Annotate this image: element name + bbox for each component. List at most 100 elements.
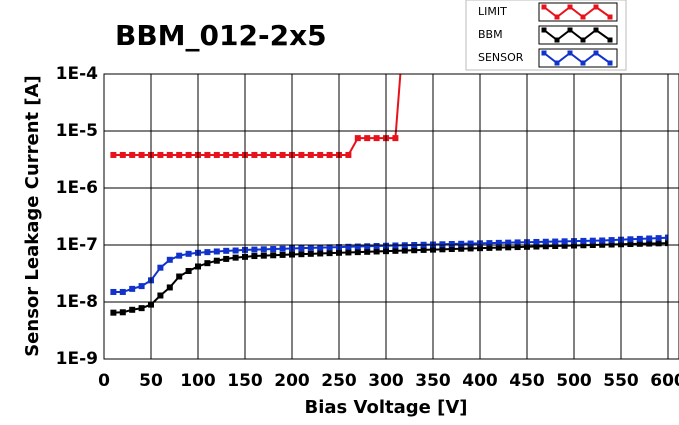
data-point	[326, 250, 333, 257]
legend-marker	[567, 50, 573, 56]
data-point	[364, 243, 371, 250]
legend-marker	[554, 60, 560, 66]
data-point	[138, 151, 145, 158]
data-point	[317, 151, 324, 158]
data-point	[157, 264, 164, 271]
legend-marker	[541, 50, 547, 56]
data-point	[110, 151, 117, 158]
data-point	[439, 241, 446, 248]
legend-marker	[607, 60, 613, 66]
data-point	[646, 235, 653, 242]
data-point	[185, 151, 192, 158]
y-tick-label: 1E-8	[56, 292, 98, 312]
legend-label: BBM	[478, 28, 503, 41]
data-point	[542, 243, 549, 250]
x-tick-label: 350	[415, 371, 451, 391]
data-point	[213, 257, 220, 264]
data-point	[270, 246, 277, 253]
data-point	[392, 242, 399, 249]
data-point	[495, 239, 502, 246]
data-point	[307, 244, 314, 251]
data-point	[580, 237, 587, 244]
legend-marker	[541, 4, 547, 10]
data-point	[392, 135, 399, 142]
data-point	[119, 151, 126, 158]
data-point	[448, 241, 455, 248]
legend-marker	[593, 4, 599, 10]
data-point	[542, 238, 549, 245]
data-point	[176, 151, 183, 158]
data-point	[251, 253, 258, 260]
data-point	[655, 235, 662, 242]
data-point	[345, 249, 352, 256]
data-point	[486, 240, 493, 247]
legend-label: LIMIT	[478, 5, 507, 18]
x-tick-label: 550	[603, 371, 639, 391]
data-point	[458, 240, 465, 247]
x-tick-label: 0	[98, 371, 110, 391]
data-point	[345, 151, 352, 158]
data-point	[279, 245, 286, 252]
data-point	[270, 151, 277, 158]
data-point	[223, 255, 230, 262]
data-point	[458, 245, 465, 252]
data-point	[589, 237, 596, 244]
data-point	[486, 244, 493, 251]
data-point	[138, 283, 145, 290]
data-point	[129, 306, 136, 313]
data-point	[279, 251, 286, 258]
data-point	[176, 252, 183, 259]
data-point	[345, 243, 352, 250]
data-point	[307, 151, 314, 158]
x-tick-label: 400	[462, 371, 498, 391]
data-point	[317, 244, 324, 251]
y-tick-label: 1E-5	[56, 121, 98, 141]
data-point	[270, 252, 277, 259]
data-point	[129, 151, 136, 158]
data-point	[373, 248, 380, 255]
data-point	[402, 14, 408, 20]
data-point	[223, 151, 230, 158]
data-point	[514, 244, 521, 251]
data-point	[185, 250, 192, 257]
data-point	[110, 288, 117, 295]
data-point	[157, 292, 164, 299]
data-point	[373, 243, 380, 250]
data-point	[298, 251, 305, 258]
data-point	[665, 234, 668, 241]
data-point	[176, 273, 183, 280]
legend-label: SENSOR	[478, 51, 524, 64]
data-point	[354, 249, 361, 256]
legend-marker	[580, 60, 586, 66]
data-point	[326, 244, 333, 251]
data-point	[561, 238, 568, 245]
data-point	[552, 243, 559, 250]
data-point	[119, 288, 126, 295]
y-tick-label: 1E-4	[56, 64, 98, 84]
legend-marker	[554, 37, 560, 43]
data-point	[561, 242, 568, 249]
data-point	[260, 151, 267, 158]
legend-marker	[580, 37, 586, 43]
legend-marker	[607, 37, 613, 43]
data-point	[439, 246, 446, 253]
data-point	[627, 236, 634, 243]
data-point	[467, 240, 474, 247]
y-tick-label: 1E-9	[56, 349, 98, 369]
legend-marker	[593, 27, 599, 33]
y-tick-label: 1E-7	[56, 235, 98, 255]
data-point	[354, 135, 361, 142]
data-point	[185, 267, 192, 274]
data-point	[298, 245, 305, 252]
data-point	[317, 250, 324, 257]
data-point	[505, 244, 512, 251]
legend-marker	[607, 14, 613, 20]
x-axis-title: Bias Voltage [V]	[305, 397, 468, 418]
data-point	[599, 237, 606, 244]
data-point	[204, 249, 211, 256]
data-point	[166, 151, 173, 158]
data-point	[110, 309, 117, 316]
data-point	[298, 151, 305, 158]
x-tick-label: 450	[509, 371, 545, 391]
